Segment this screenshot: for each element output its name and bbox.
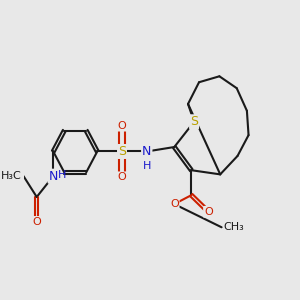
Text: O: O — [32, 217, 41, 227]
Text: O: O — [118, 172, 126, 182]
Text: O: O — [170, 199, 179, 209]
Text: CH₃: CH₃ — [224, 222, 244, 232]
Text: S: S — [190, 115, 198, 128]
Text: N: N — [49, 170, 58, 183]
Text: H: H — [58, 170, 66, 180]
Text: O: O — [118, 121, 126, 130]
Text: H₃C: H₃C — [1, 171, 22, 181]
Text: H: H — [143, 161, 152, 171]
Text: N: N — [142, 145, 152, 158]
Text: O: O — [204, 207, 213, 217]
Text: S: S — [118, 145, 126, 158]
